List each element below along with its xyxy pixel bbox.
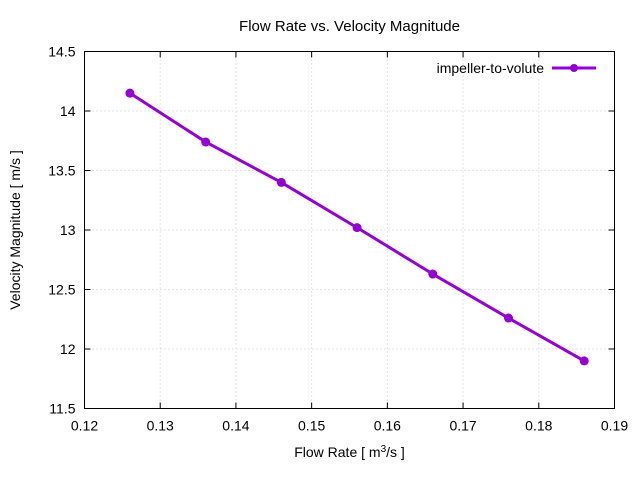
- legend-marker: [570, 64, 578, 72]
- x-tick-label: 0.14: [222, 418, 249, 434]
- data-point: [276, 177, 286, 187]
- y-tick-label: 13: [60, 222, 76, 238]
- series-layer: [125, 88, 589, 366]
- y-axis-label: Velocity Magnitude [ m/s ]: [7, 150, 23, 310]
- legend-label: impeller-to-volute: [437, 60, 545, 76]
- y-tick-label: 14: [60, 103, 76, 119]
- x-tick-label: 0.12: [71, 418, 98, 434]
- grid-lines: [84, 51, 615, 409]
- x-axis-label-superscript: 3: [381, 444, 387, 455]
- x-axis-label-unit: /s ]: [386, 444, 405, 460]
- x-tick-label: 0.17: [449, 418, 476, 434]
- x-tick-label: 0.13: [147, 418, 174, 434]
- x-tick-label: 0.16: [374, 418, 401, 434]
- y-tick-label: 12.5: [48, 282, 75, 298]
- data-point: [201, 137, 211, 147]
- x-tick-label: 0.18: [525, 418, 552, 434]
- y-tick-label: 11.5: [49, 401, 75, 417]
- y-tick-label: 14.5: [48, 44, 75, 60]
- data-point: [579, 356, 589, 366]
- x-tick-label: 0.15: [298, 418, 325, 434]
- legend: impeller-to-volute: [437, 60, 596, 76]
- chart-title: Flow Rate vs. Velocity Magnitude: [239, 18, 460, 35]
- x-tick-label: 0.19: [601, 418, 628, 434]
- y-tick-label: 12: [60, 341, 76, 357]
- axis-ticks: 0.12 0.13 0.14 0.15 0.16 0.17 0.18 0.19 11.5 12 12…: [48, 44, 628, 434]
- data-point: [125, 88, 135, 98]
- x-axis-label-main: Flow Rate [ m: [294, 444, 380, 460]
- data-point: [504, 313, 513, 323]
- y-tick-label: 13.5: [48, 163, 75, 179]
- data-point: [352, 223, 362, 233]
- x-axis-label: Flow Rate [ m3/s ]: [294, 444, 405, 460]
- data-point: [428, 269, 438, 279]
